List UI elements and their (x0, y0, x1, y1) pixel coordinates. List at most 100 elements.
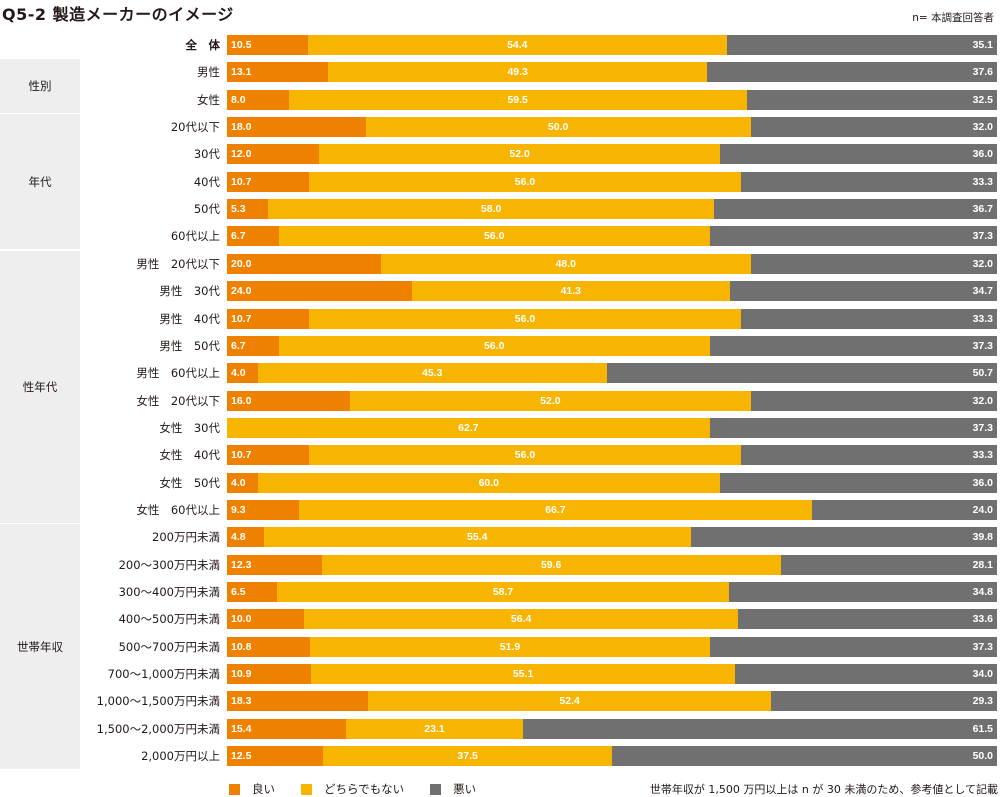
data-label-neutral: 45.3 (421, 367, 443, 380)
bar-segment-bad (729, 582, 997, 602)
stacked-bar: 10.5 54.4 35.1 (227, 35, 997, 55)
data-label-bad: 37.3 (972, 339, 993, 352)
stacked-bar: 10.9 55.1 34.0 (227, 664, 997, 685)
bar-segment-bad (709, 417, 997, 438)
bar-segment-neutral (307, 35, 727, 55)
stacked-bar: 6.7 56.0 37.3 (227, 226, 997, 247)
bar-segment-good (227, 144, 320, 165)
row-label: 全 体 (185, 38, 221, 52)
legend-label-bad: 悪い (453, 782, 477, 796)
stacked-bar: 6.7 56.0 37.3 (227, 335, 997, 356)
bar-segment-bad (738, 609, 997, 630)
bar-segment-bad (771, 691, 997, 712)
data-label-good: 5.3 (231, 203, 246, 216)
data-label-good: 20.0 (231, 257, 252, 270)
bar-segment-neutral (309, 445, 741, 466)
bar-segment-good (227, 472, 258, 493)
data-label-neutral: 66.7 (545, 503, 566, 516)
data-label-bad: 37.3 (972, 640, 993, 653)
chart-title: Q5-2 製造メーカーのイメージ (2, 5, 234, 24)
bar-segment-neutral (411, 281, 730, 302)
bar-segment-good (227, 691, 368, 712)
row-label: 60代以上 (170, 229, 220, 244)
stacked-bar: 12.3 59.6 28.1 (227, 554, 997, 575)
stacked-bar: 4.0 60.0 36.0 (227, 472, 997, 493)
bar-segment-neutral (257, 472, 720, 493)
bar-segment-bad (750, 390, 997, 411)
bar-segment-bad (690, 527, 997, 548)
bar-segment-good (227, 308, 310, 329)
bar-segment-good (227, 499, 299, 520)
data-label-bad: 61.5 (972, 722, 993, 735)
bar-segment-bad (726, 35, 997, 55)
data-label-good: 4.8 (231, 531, 246, 544)
bar-segment-bad (709, 335, 997, 356)
group-label-box: 性別 (0, 59, 80, 113)
row-label: 女性 20代以下 (136, 393, 220, 408)
legend-swatch-bad (430, 783, 442, 795)
row-label: 男性 30代 (159, 284, 220, 299)
legend-swatch-good (229, 783, 240, 795)
group-label-box: 年代 (0, 114, 80, 250)
data-label-neutral: 37.5 (457, 750, 478, 763)
bar-segment-neutral (327, 62, 708, 83)
row-label: 男性 50代 (159, 338, 220, 353)
data-label-neutral: 48.0 (555, 257, 577, 270)
data-label-bad: 37.6 (972, 66, 993, 79)
data-label-good: 10.0 (231, 613, 252, 626)
bar-segment-neutral (227, 417, 710, 438)
bar-segment-good (227, 226, 279, 247)
data-label-good: 18.3 (231, 695, 252, 708)
data-label-bad: 33.3 (972, 449, 993, 462)
data-label-good: 10.7 (231, 312, 252, 325)
data-label-good: 13.1 (231, 66, 252, 79)
data-label-good: 10.8 (231, 640, 252, 653)
data-label-bad: 33.3 (972, 175, 993, 188)
bar-segment-neutral (365, 117, 751, 138)
data-label-good: 4.0 (231, 476, 246, 489)
group-label: 性年代 (22, 379, 58, 394)
row-label: 300〜400万円未満 (118, 585, 220, 599)
row-label: 40代 (193, 174, 220, 189)
row-label: 2,000万円以上 (141, 749, 220, 764)
sample-size-note: n= 本調査回答者 (912, 12, 994, 24)
data-label-bad: 36.0 (972, 476, 993, 489)
legend: 良い どちらでもない 悪い (229, 781, 502, 797)
data-label-bad: 37.3 (972, 230, 993, 243)
data-label-good: 8.0 (231, 93, 246, 106)
stacked-bar: 18.3 52.4 29.3 (227, 691, 997, 712)
row-label: 女性 50代 (159, 475, 220, 490)
bar-segment-good (227, 62, 328, 83)
data-label-bad: 34.8 (972, 586, 993, 598)
stacked-bar: 4.8 55.4 39.8 (227, 527, 997, 548)
bar-segment-good (227, 445, 310, 466)
bar-segment-bad (709, 636, 997, 657)
bar-segment-bad (606, 363, 997, 384)
bar-segment-good (227, 171, 310, 192)
data-label-neutral: 59.5 (507, 93, 528, 106)
legend-swatch-neutral (301, 783, 312, 795)
data-label-good: 4.0 (231, 367, 246, 380)
row-label: 700〜1,000万円未満 (107, 667, 220, 682)
bar-segment-good (227, 718, 346, 739)
stacked-bar: 18.0 50.0 32.0 (227, 117, 997, 138)
legend-label-good: 良い (252, 782, 275, 796)
row-label: 20代以下 (170, 120, 220, 135)
stacked-bar: 12.0 52.0 36.0 (227, 144, 997, 165)
bar-segment-good (227, 363, 258, 384)
stacked-bar: 16.0 52.0 32.0 (227, 390, 997, 411)
bar-segment-bad (709, 226, 997, 247)
group-label-box: 性年代 (0, 250, 80, 523)
row-label: 男性 60代以上 (136, 366, 220, 381)
bar-segment-bad (735, 664, 997, 685)
bar-segment-neutral (381, 253, 751, 274)
legend-item-bad: 悪い (430, 781, 476, 797)
stacked-bar: 10.7 56.0 33.3 (227, 308, 997, 329)
data-label-neutral: 56.0 (514, 175, 536, 188)
data-label-neutral: 51.9 (499, 640, 521, 653)
stacked-bar: 10.7 56.0 33.3 (227, 445, 997, 466)
row-label: 1,500〜2,000万円未満 (96, 721, 220, 736)
row-label: 女性 (197, 92, 220, 107)
group-label: 年代 (28, 174, 52, 189)
data-label-good: 10.9 (231, 668, 252, 681)
